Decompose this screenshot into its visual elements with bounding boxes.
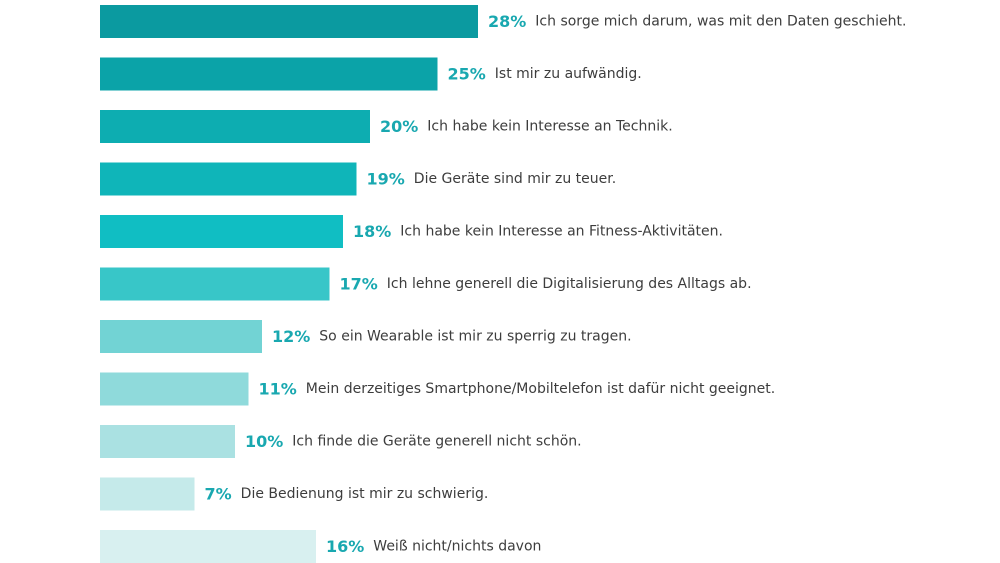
category-label-11: Weiß nicht/nichts davon: [373, 539, 541, 555]
category-label-5: Ich habe kein Interesse an Fitness-Aktiv…: [400, 224, 723, 240]
category-label-10: Die Bedienung ist mir zu schwierig.: [241, 486, 489, 502]
category-label-1: Ich sorge mich darum, was mit den Daten …: [535, 14, 906, 30]
bar-4: [100, 162, 357, 196]
bar-8: [100, 372, 249, 406]
category-label-6: Ich lehne generell die Digitalisierung d…: [387, 276, 752, 292]
value-label-9: 10%: [245, 432, 283, 451]
category-label-7: So ein Wearable ist mir zu sperrig zu tr…: [319, 329, 631, 345]
category-label-3: Ich habe kein Interesse an Technik.: [427, 119, 672, 135]
bar-7: [100, 320, 262, 353]
category-label-9: Ich finde die Geräte generell nicht schö…: [292, 434, 581, 450]
value-label-10: 7%: [205, 485, 232, 504]
bar-1: [100, 5, 478, 38]
value-label-3: 20%: [380, 117, 418, 136]
value-label-1: 28%: [488, 12, 526, 31]
value-label-8: 11%: [259, 380, 297, 399]
bar-10: [100, 477, 195, 511]
bar-2: [100, 57, 438, 91]
value-label-11: 16%: [326, 537, 364, 556]
value-label-6: 17%: [340, 275, 378, 294]
category-label-2: Ist mir zu aufwändig.: [495, 66, 642, 82]
bar-5: [100, 215, 343, 248]
category-label-4: Die Geräte sind mir zu teuer.: [414, 171, 616, 187]
bar-11: [100, 530, 316, 563]
value-label-2: 25%: [448, 65, 486, 84]
bar-6: [100, 267, 330, 301]
category-label-8: Mein derzeitiges Smartphone/Mobiltelefon…: [306, 381, 775, 397]
bar-3: [100, 110, 370, 143]
value-label-5: 18%: [353, 222, 391, 241]
value-label-7: 12%: [272, 327, 310, 346]
bar-9: [100, 425, 235, 458]
value-label-4: 19%: [367, 170, 405, 189]
